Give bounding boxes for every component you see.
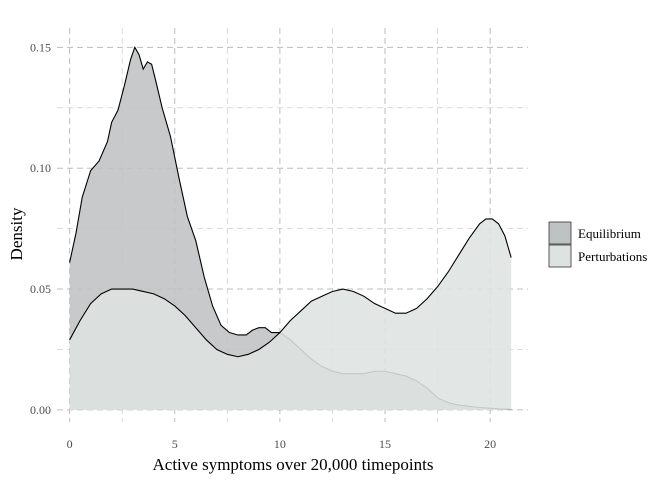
legend-label-equilibrium: Equilibrium xyxy=(578,226,641,241)
y-axis-ticks: 0.00 0.05 0.10 0.15 xyxy=(30,40,51,417)
y-axis-title: Density xyxy=(7,207,26,260)
legend: Equilibrium Perturbations xyxy=(548,221,647,268)
density-areas xyxy=(69,46,512,410)
x-tick-label: 15 xyxy=(379,437,391,451)
x-tick-label: 5 xyxy=(172,437,178,451)
density-line-perturbations xyxy=(69,218,512,358)
y-tick-label: 0.15 xyxy=(30,40,51,54)
density-area-perturbations xyxy=(69,218,512,410)
x-tick-label: 10 xyxy=(274,437,286,451)
legend-key-perturbations xyxy=(548,244,572,268)
x-tick-label: 0 xyxy=(67,437,73,451)
x-tick-label: 20 xyxy=(484,437,496,451)
x-axis-title: Active symptoms over 20,000 timepoints xyxy=(153,455,434,474)
y-tick-label: 0.05 xyxy=(30,282,51,296)
y-tick-label: 0.00 xyxy=(30,403,51,417)
legend-key-equilibrium xyxy=(548,221,572,245)
y-tick-label: 0.10 xyxy=(30,161,51,175)
x-axis-ticks: 0 5 10 15 20 xyxy=(67,437,497,451)
legend-label-perturbations: Perturbations xyxy=(578,249,647,264)
